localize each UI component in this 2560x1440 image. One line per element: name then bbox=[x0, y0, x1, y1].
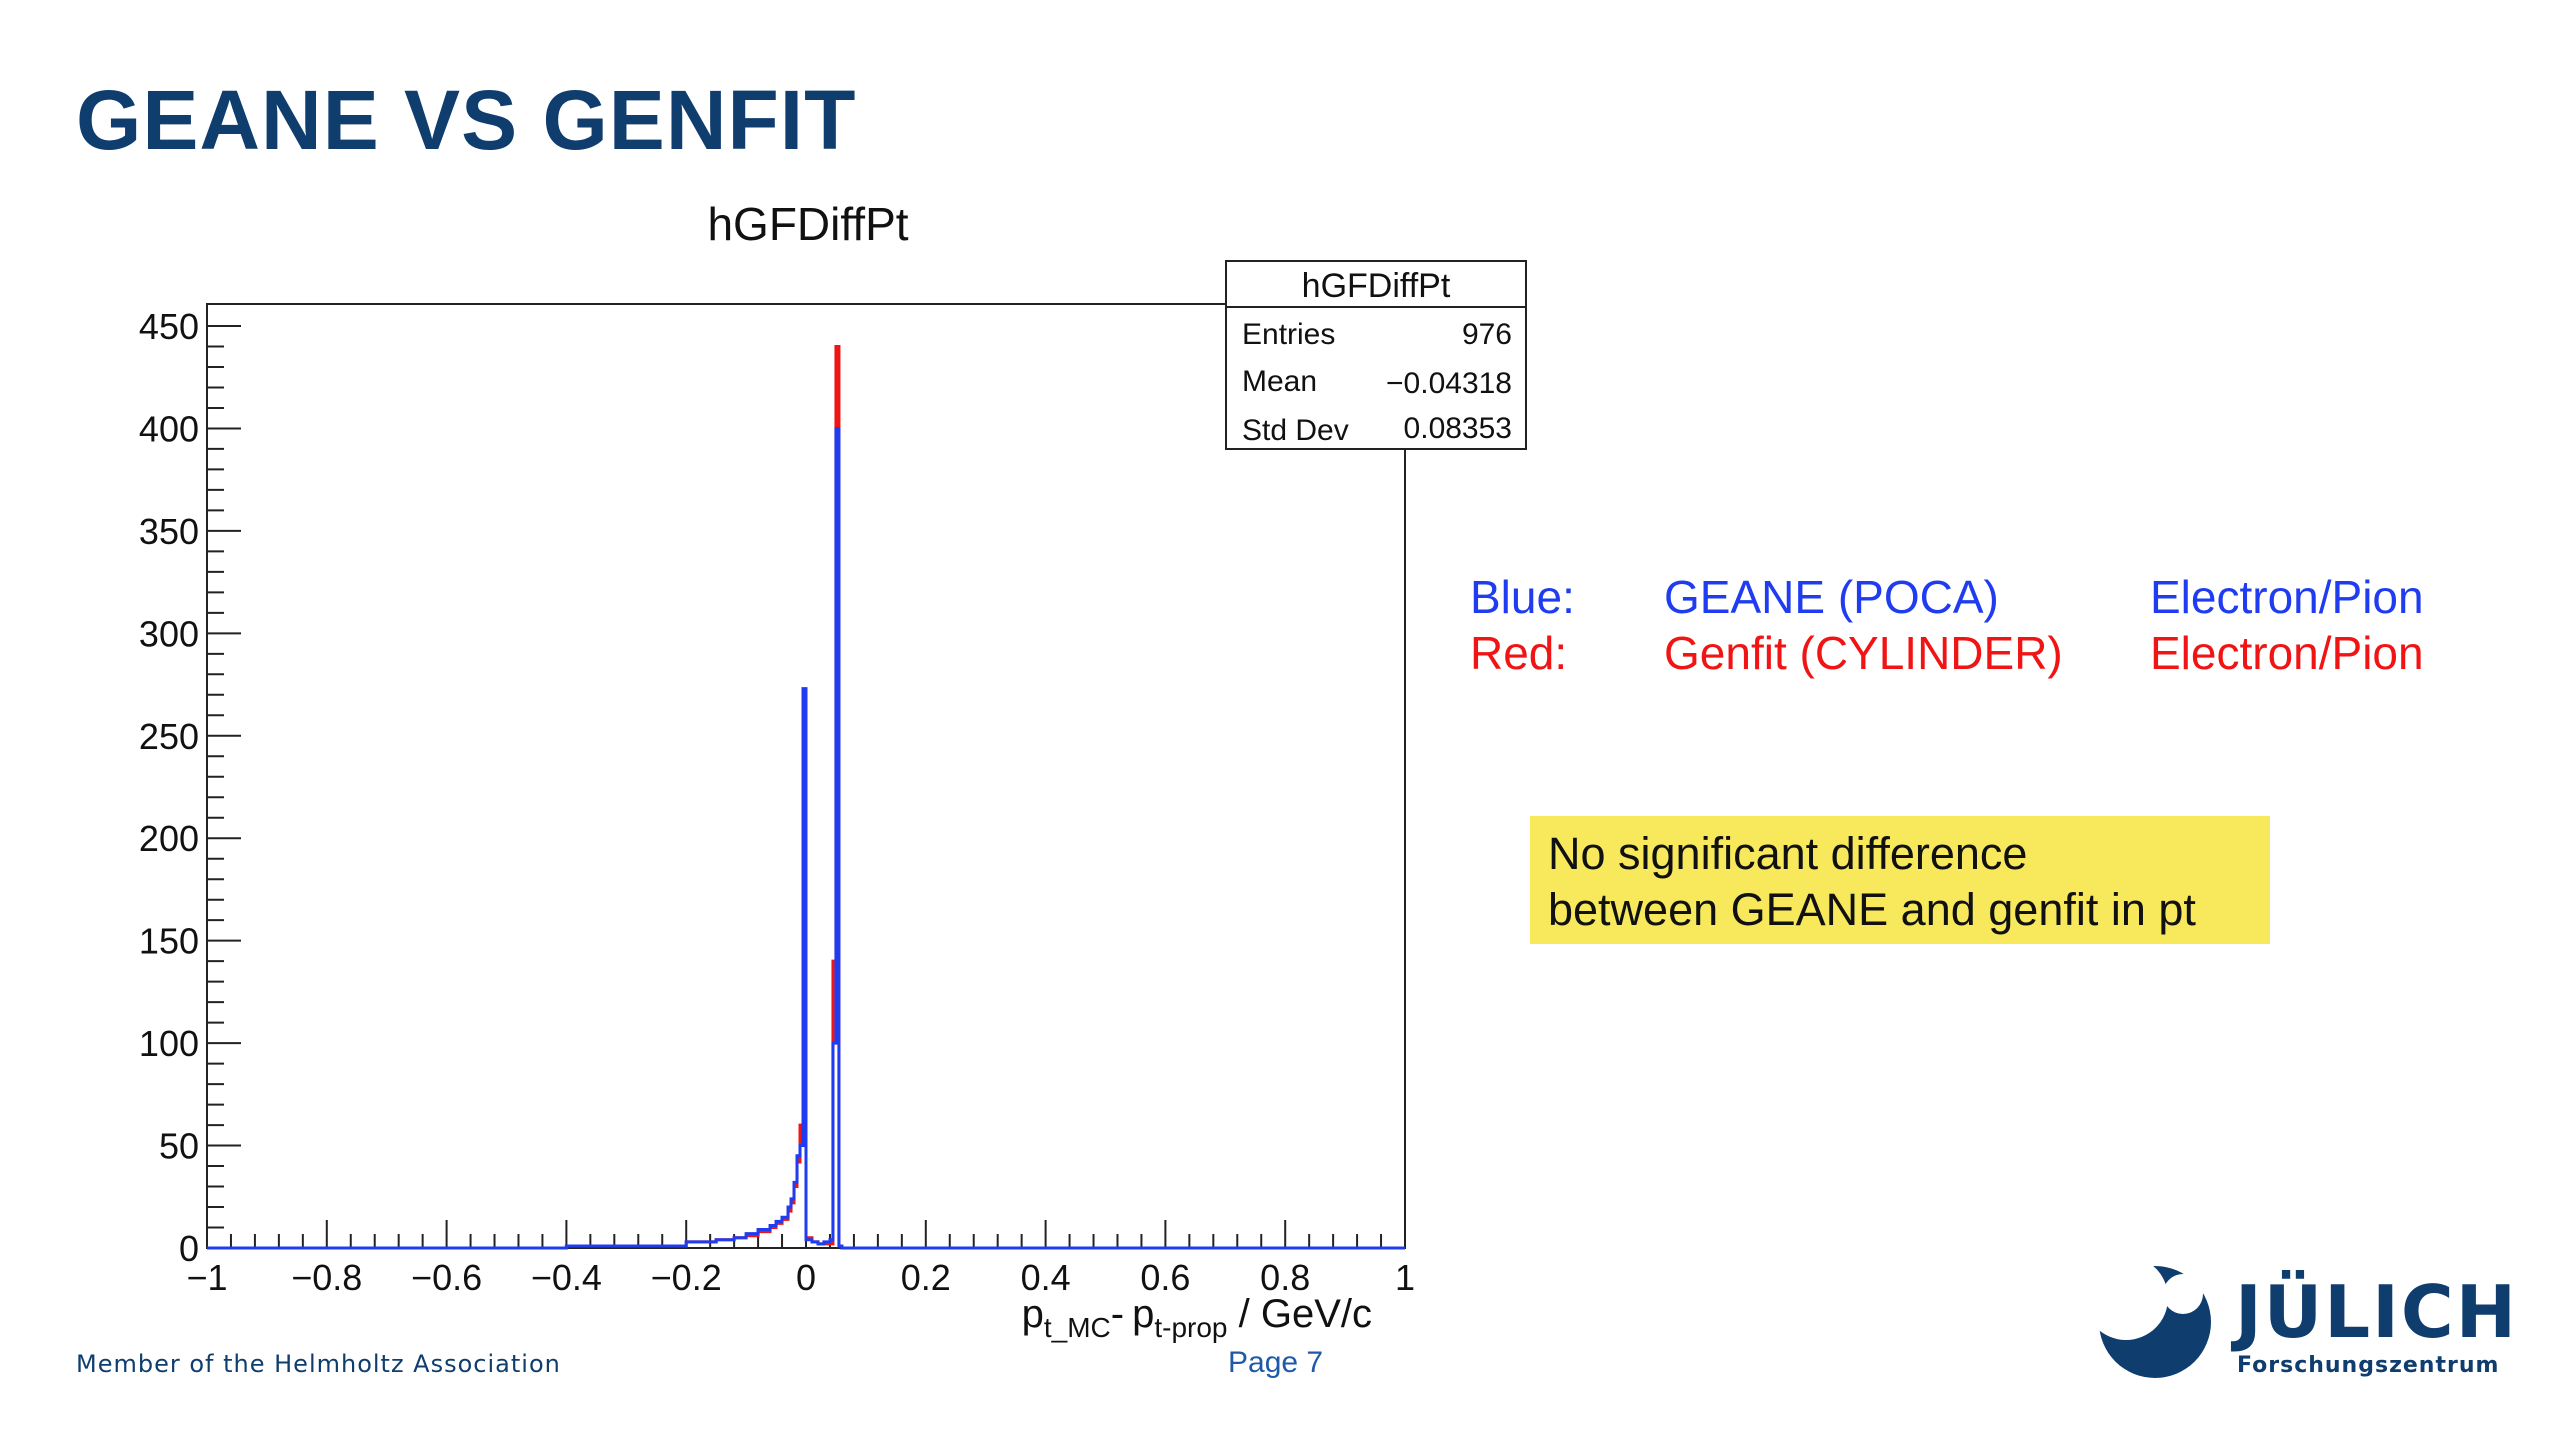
stats-stddev-label: Std Dev bbox=[1242, 414, 1349, 447]
y-tick-label: 50 bbox=[159, 1126, 199, 1167]
y-tick-label: 150 bbox=[139, 921, 199, 962]
x-tick-label: 0.4 bbox=[1021, 1257, 1071, 1298]
x-label-dash: - bbox=[1111, 1292, 1124, 1336]
x-tick-label: 0 bbox=[796, 1257, 816, 1298]
y-tick-label: 100 bbox=[139, 1023, 199, 1064]
y-tick-label: 250 bbox=[139, 716, 199, 757]
x-tick-label: 0.8 bbox=[1260, 1257, 1310, 1298]
series-geane-line bbox=[207, 426, 1405, 1250]
x-tick-labels: −1 −0.8 −0.6 −0.4 −0.2 0 0.2 0.4 0.6 0.8 1 bbox=[186, 1257, 1415, 1298]
stats-entries-value: 976 bbox=[1462, 318, 1512, 351]
legend-blue-name: GEANE (POCA) bbox=[1664, 571, 1999, 623]
y-tick-label: 0 bbox=[179, 1228, 199, 1269]
x-tick-label: 0.2 bbox=[901, 1257, 951, 1298]
stats-stddev-value: 0.08353 bbox=[1404, 412, 1512, 445]
x-tick-label: −0.2 bbox=[651, 1257, 722, 1298]
y-tick-label: 350 bbox=[139, 511, 199, 552]
logo-subtitle: Forschungszentrum bbox=[2237, 1353, 2500, 1378]
juelich-logo: JÜLICH Forschungszentrum bbox=[2090, 1260, 2516, 1390]
slide-title: GEANE VS GENFIT bbox=[76, 73, 857, 167]
x-label-sub1: t_MC bbox=[1044, 1312, 1111, 1343]
x-tick-label: 0.6 bbox=[1140, 1257, 1190, 1298]
page-number: Page 7 bbox=[1228, 1346, 1324, 1379]
stats-box: hGFDiffPt Entries 976 Mean −0.04318 Std … bbox=[1225, 260, 1527, 450]
x-tick-label: −1 bbox=[186, 1257, 227, 1298]
chart-title: hGFDiffPt bbox=[707, 198, 908, 250]
x-axis-label: pt_MC-pt-prop / GeV/c bbox=[1022, 1292, 1372, 1343]
legend-blue-particles: Electron/Pion bbox=[2150, 571, 2424, 623]
legend-blue-label: Blue: bbox=[1470, 571, 1575, 623]
note-line-1: No significant difference bbox=[1548, 828, 2028, 879]
stats-entries-label: Entries bbox=[1242, 318, 1335, 351]
x-tick-label: −0.8 bbox=[291, 1257, 362, 1298]
stats-mean-value: −0.04318 bbox=[1386, 367, 1512, 400]
legend-red-name: Genfit (CYLINDER) bbox=[1664, 627, 2063, 679]
x-label-p1: p bbox=[1022, 1292, 1044, 1336]
note-line-2: between GEANE and genfit in pt bbox=[1548, 884, 2196, 935]
logo-wordmark: JÜLICH bbox=[2235, 1270, 2519, 1354]
stats-mean-label: Mean bbox=[1242, 365, 1317, 398]
y-tick-label: 300 bbox=[139, 613, 199, 654]
series-group bbox=[207, 344, 1405, 1250]
x-label-sub2: t-prop bbox=[1154, 1312, 1227, 1343]
x-tick-label: −0.6 bbox=[411, 1257, 482, 1298]
footer-association: Member of the Helmholtz Association bbox=[76, 1350, 561, 1378]
legend-red-particles: Electron/Pion bbox=[2150, 627, 2424, 679]
stats-title: hGFDiffPt bbox=[1302, 267, 1451, 305]
x-tick-label: −0.4 bbox=[531, 1257, 602, 1298]
y-tick-labels: 0 50 100 150 200 250 300 350 400 450 bbox=[139, 306, 199, 1269]
x-tick-label: 1 bbox=[1395, 1257, 1415, 1298]
y-tick-label: 200 bbox=[139, 818, 199, 859]
y-tick-label: 400 bbox=[139, 408, 199, 449]
y-tick-label: 450 bbox=[139, 306, 199, 347]
conclusion-note: No significant difference between GEANE … bbox=[1530, 816, 2270, 944]
x-label-rest: / GeV/c bbox=[1228, 1292, 1373, 1336]
logo-mark-icon bbox=[2090, 1260, 2211, 1378]
x-label-p2: p bbox=[1132, 1292, 1154, 1336]
legend-red-label: Red: bbox=[1470, 627, 1568, 679]
